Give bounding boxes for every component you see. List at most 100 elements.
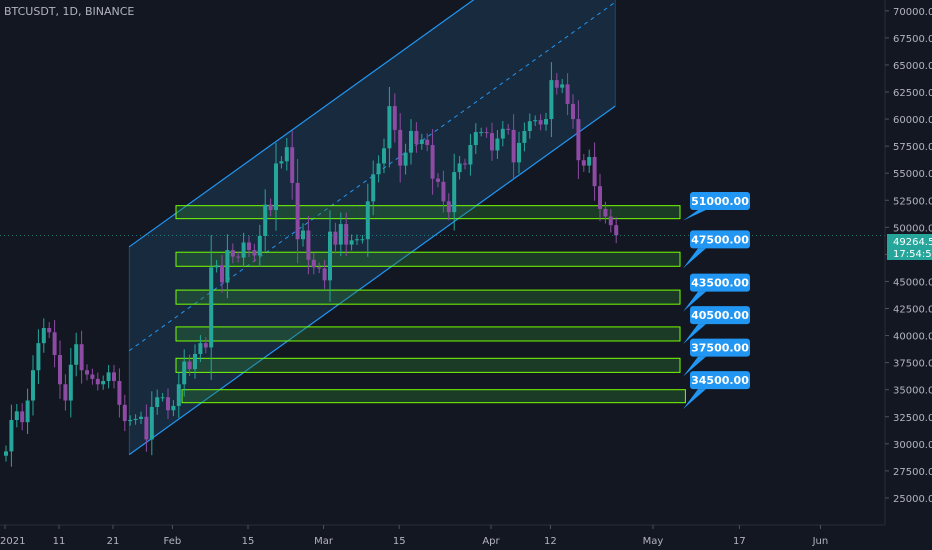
price-bubble[interactable]: 34500.00: [683, 371, 750, 410]
candle: [344, 212, 349, 257]
candle-body: [533, 120, 538, 122]
candle-body: [290, 147, 295, 183]
zone-box[interactable]: [175, 251, 681, 267]
price-annotations[interactable]: 51000.00 47500.00 43500.00 40500.00 37500.00…: [683, 192, 750, 410]
candle-body: [490, 133, 494, 151]
candle-body: [360, 239, 365, 241]
candle-body: [101, 381, 106, 385]
candle-body: [36, 343, 41, 371]
price-bubble[interactable]: 51000.00: [683, 192, 750, 221]
candle-body: [311, 259, 316, 268]
bubble-pointer: [683, 248, 706, 269]
candle: [544, 112, 548, 131]
candle-body: [565, 84, 570, 104]
candle: [457, 156, 462, 180]
candle: [252, 243, 257, 262]
candle: [382, 138, 386, 174]
candle-body: [41, 327, 46, 344]
time-axis-label: 21: [107, 536, 120, 547]
candle: [614, 217, 619, 244]
time-axis-label: 15: [242, 536, 255, 547]
candle: [522, 122, 527, 152]
candle-body: [392, 106, 397, 130]
candle: [90, 368, 95, 385]
candle: [247, 235, 251, 258]
price-axis-label: 52500.00: [893, 196, 932, 207]
channel-lower-line[interactable]: [128, 105, 616, 456]
price-bubble[interactable]: 37500.00: [683, 338, 750, 377]
zone-box[interactable]: [175, 357, 681, 373]
candle: [506, 124, 511, 135]
zone-box[interactable]: [181, 389, 686, 404]
candle-body: [106, 372, 111, 382]
candle-body: [382, 148, 386, 164]
candle-body: [236, 256, 241, 258]
candle: [122, 394, 127, 432]
candle: [155, 389, 160, 415]
candle: [538, 114, 543, 131]
candle-body: [133, 418, 138, 420]
candle: [554, 73, 559, 95]
candle: [214, 260, 219, 273]
price-axis-label: 37500.00: [893, 359, 932, 370]
candle: [139, 411, 143, 425]
price-axis-label: 42500.00: [893, 305, 932, 316]
candle: [290, 130, 295, 200]
candle-body: [117, 381, 122, 405]
candle-body: [598, 186, 602, 209]
candle: [565, 73, 570, 116]
bubble-box: [690, 192, 750, 210]
candle-body: [527, 121, 532, 131]
candle-body: [31, 370, 35, 401]
price-bubble[interactable]: 40500.00: [683, 306, 750, 345]
candle-body: [322, 268, 327, 281]
candle-body: [414, 130, 419, 144]
zone-box[interactable]: [175, 205, 681, 220]
zone-box[interactable]: [175, 326, 681, 342]
price-bubble[interactable]: 47500.00: [683, 230, 750, 269]
candle-body: [587, 156, 592, 166]
bubble-label: 40500.00: [691, 309, 749, 322]
candle: [193, 344, 197, 379]
candle-body: [284, 147, 289, 162]
zone-box[interactable]: [175, 289, 681, 305]
candle: [274, 142, 278, 231]
price-bubble[interactable]: 43500.00: [683, 273, 750, 312]
candle-body: [603, 208, 608, 217]
candle: [468, 133, 473, 176]
candle: [517, 131, 521, 174]
candle: [592, 142, 597, 201]
candle: [41, 318, 46, 353]
time-axis-label: Feb: [164, 536, 182, 547]
price-axis[interactable]: 25000.00 27500.00 30000.00 32500.00 35000.00…: [884, 0, 932, 525]
candle-body: [538, 120, 543, 125]
candle-body: [79, 344, 84, 371]
bubble-label: 51000.00: [691, 195, 749, 208]
candle-body: [500, 128, 505, 139]
candle: [268, 198, 273, 217]
candle-body: [14, 411, 19, 420]
candle: [387, 86, 392, 168]
candle: [74, 332, 79, 377]
channel-upper-line[interactable]: [128, 0, 615, 248]
candle-body: [85, 370, 89, 375]
candle-body: [484, 132, 489, 134]
candle-body: [74, 344, 79, 365]
candle: [463, 158, 467, 170]
candle: [95, 372, 100, 391]
candle: [452, 153, 457, 231]
candle-body: [333, 231, 338, 245]
candle-body: [58, 355, 62, 385]
price-channel[interactable]: [128, 0, 616, 456]
support-resistance-zones[interactable]: [175, 205, 686, 404]
candle-body: [4, 451, 8, 456]
candle: [79, 330, 84, 384]
candle: [47, 322, 52, 339]
candle: [500, 121, 505, 147]
candle: [112, 365, 116, 389]
bubble-box: [690, 371, 750, 390]
time-axis[interactable]: 2021 11 21 Feb 15 Mar 15 Apr 12 May 17 Jun: [0, 524, 885, 547]
candle: [355, 234, 359, 246]
candle-body: [576, 119, 581, 161]
